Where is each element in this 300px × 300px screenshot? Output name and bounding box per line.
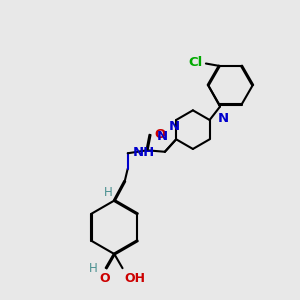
Text: H: H	[89, 262, 98, 275]
Text: N: N	[157, 130, 168, 143]
Text: Cl: Cl	[189, 56, 203, 68]
Text: N: N	[218, 112, 229, 125]
Text: NH: NH	[133, 146, 155, 159]
Text: N: N	[169, 120, 180, 133]
Text: O: O	[155, 128, 166, 141]
Text: H: H	[104, 186, 113, 199]
Text: OH: OH	[124, 272, 145, 285]
Text: O: O	[99, 272, 110, 285]
